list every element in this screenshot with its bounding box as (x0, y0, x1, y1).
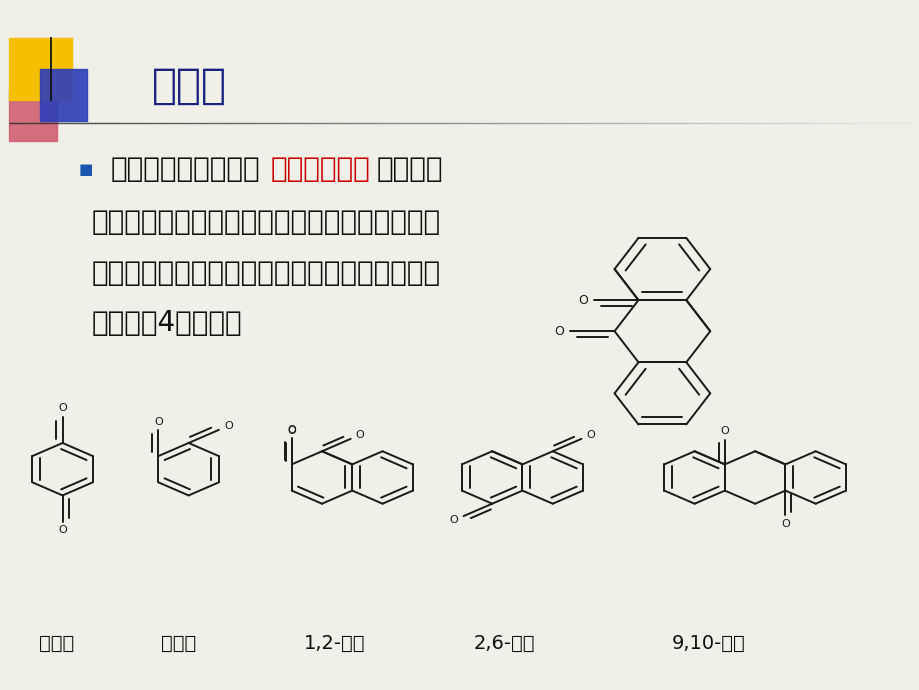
Text: 醌类是指分子中具有: 醌类是指分子中具有 (110, 155, 260, 183)
Text: 邻苯醌: 邻苯醌 (161, 633, 196, 653)
Text: O: O (287, 425, 296, 435)
Bar (40, 69, 87, 121)
Text: 不饱和环二酮: 不饱和环二酮 (270, 155, 369, 183)
Text: 简介：: 简介： (152, 66, 227, 107)
Text: 对苯醌: 对苯醌 (39, 633, 74, 653)
Text: O: O (586, 430, 595, 440)
Text: 结构的一: 结构的一 (377, 155, 443, 183)
Text: 9,10-蒽醌: 9,10-蒽醌 (671, 633, 744, 653)
Text: O: O (554, 325, 563, 337)
Text: O: O (287, 426, 296, 436)
Text: O: O (58, 525, 67, 535)
Text: 类化合物，在许多中药中都含有醌类。中药中所: 类化合物，在许多中药中都含有醌类。中药中所 (92, 208, 440, 236)
Text: O: O (449, 515, 458, 525)
Text: O: O (780, 519, 789, 529)
Text: O: O (578, 294, 587, 306)
Bar (9, 90, 57, 141)
Bar (9, 38, 72, 100)
Text: ■: ■ (78, 161, 93, 177)
Text: O: O (58, 404, 67, 413)
Text: O: O (356, 430, 364, 440)
Text: 2,6-萘醌: 2,6-萘醌 (473, 633, 535, 653)
Text: O: O (224, 421, 233, 431)
Text: O: O (720, 426, 729, 436)
Text: 醌、蒽醌4种类型。: 醌、蒽醌4种类型。 (92, 309, 243, 337)
Text: 1,2-萘醌: 1,2-萘醌 (303, 633, 365, 653)
Text: O: O (153, 417, 163, 426)
Text: 含的醌类化合物按其结构可分为苯醌、萘醌、菲: 含的醌类化合物按其结构可分为苯醌、萘醌、菲 (92, 259, 440, 286)
